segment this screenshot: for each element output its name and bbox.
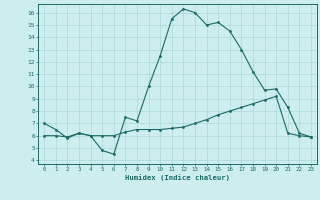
X-axis label: Humidex (Indice chaleur): Humidex (Indice chaleur): [125, 174, 230, 181]
